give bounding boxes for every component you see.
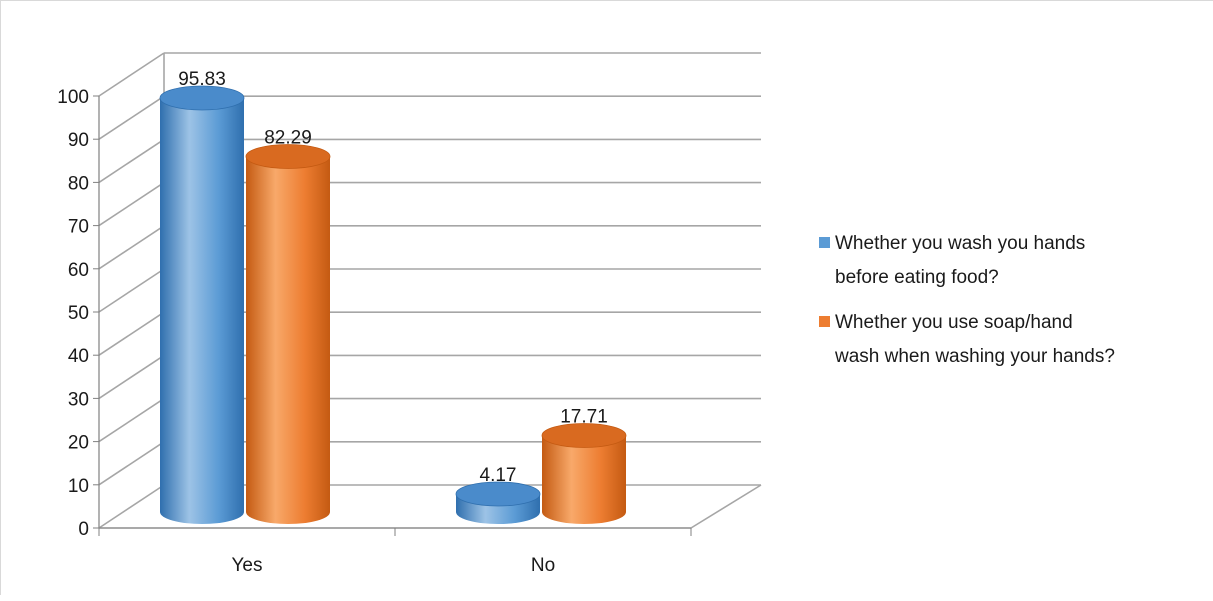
bar	[455, 481, 541, 524]
y-tick-label: 40	[68, 346, 89, 367]
data-label: 82.29	[264, 128, 312, 149]
legend-swatch	[819, 237, 830, 248]
data-label: 17.71	[560, 406, 608, 427]
side-gridline	[98, 52, 165, 97]
legend-label: Whether you use soap/hand	[835, 312, 1073, 333]
bars	[159, 85, 627, 524]
data-labels: 95.83 82.29 4.17 17.71	[178, 69, 608, 486]
bar	[159, 85, 245, 524]
side-gridline	[98, 484, 165, 529]
y-tick-label: 60	[68, 260, 89, 281]
legend: Whether you wash you hands before eating …	[819, 233, 1115, 367]
side-gridline	[98, 268, 165, 313]
legend-swatch	[819, 316, 830, 327]
y-tick-label: 90	[68, 130, 89, 151]
bar-top	[541, 423, 627, 448]
legend-label: wash when washing your hands?	[834, 346, 1115, 367]
side-gridline	[98, 441, 165, 486]
bar-body	[160, 98, 244, 524]
legend-label: Whether you wash you hands	[835, 233, 1085, 254]
x-axis: Yes No	[98, 527, 692, 576]
y-tick-label: 0	[78, 519, 89, 540]
data-label: 4.17	[480, 465, 517, 486]
x-category-label: Yes	[232, 555, 263, 576]
bar	[541, 423, 627, 524]
y-tick-label: 100	[57, 87, 89, 108]
bar-body	[246, 156, 330, 524]
data-label: 95.83	[178, 69, 226, 90]
bar-top	[245, 144, 331, 169]
bar-body	[542, 435, 626, 524]
side-gridline	[98, 181, 165, 227]
side-gridline	[98, 225, 165, 270]
bar-top	[455, 481, 541, 507]
side-gridline	[98, 397, 165, 443]
side-gridline	[98, 311, 165, 356]
y-axis-ticks: 0 10 20 30 40 50 60 70 80 90 100	[57, 87, 99, 540]
y-tick-label: 30	[68, 389, 89, 410]
side-gridline	[98, 138, 165, 184]
y-tick-label: 80	[68, 173, 89, 194]
y-tick-label: 70	[68, 217, 89, 238]
side-gridline	[98, 95, 165, 140]
bar-top	[159, 85, 245, 111]
legend-label: before eating food?	[835, 267, 999, 288]
bar	[245, 144, 331, 524]
x-category-label: No	[531, 555, 555, 576]
side-gridline	[98, 354, 165, 400]
y-tick-label: 20	[68, 433, 89, 454]
y-tick-label: 50	[68, 303, 89, 324]
y-tick-label: 10	[68, 476, 89, 497]
